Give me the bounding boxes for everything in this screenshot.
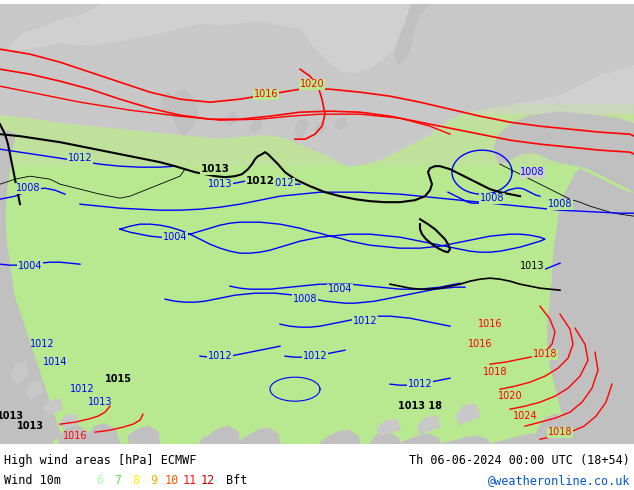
Text: 1024: 1024 — [513, 411, 537, 421]
Text: 1016: 1016 — [478, 319, 502, 329]
Text: 1013: 1013 — [200, 164, 230, 174]
Polygon shape — [240, 428, 280, 444]
Text: 1018: 1018 — [482, 367, 507, 377]
Polygon shape — [535, 414, 580, 444]
Text: 1012: 1012 — [302, 351, 327, 361]
Polygon shape — [170, 89, 198, 134]
Polygon shape — [335, 118, 346, 129]
Polygon shape — [60, 414, 78, 429]
Text: 1013: 1013 — [16, 421, 44, 431]
Polygon shape — [128, 426, 160, 444]
Text: 1012: 1012 — [68, 153, 93, 163]
Text: 1012: 1012 — [269, 178, 294, 188]
Polygon shape — [490, 434, 570, 444]
Text: 1004: 1004 — [18, 261, 42, 271]
Text: 7: 7 — [115, 473, 122, 487]
Text: 11: 11 — [183, 473, 197, 487]
Text: High wind areas [hPa] ECMWF: High wind areas [hPa] ECMWF — [4, 454, 197, 467]
Bar — [0, 104, 634, 164]
Text: 1016: 1016 — [63, 431, 87, 441]
Text: 9: 9 — [150, 473, 158, 487]
Polygon shape — [25, 382, 42, 399]
Text: 1012: 1012 — [353, 316, 377, 326]
Text: 1008: 1008 — [16, 183, 40, 193]
Text: 1013 18: 1013 18 — [398, 401, 442, 411]
Text: 1016: 1016 — [468, 339, 492, 349]
Text: Wind 10m: Wind 10m — [4, 473, 61, 487]
Text: 1020: 1020 — [300, 79, 325, 89]
Polygon shape — [0, 4, 100, 64]
Text: 1020: 1020 — [498, 391, 522, 401]
Polygon shape — [58, 426, 90, 444]
Polygon shape — [88, 424, 120, 444]
Polygon shape — [44, 399, 62, 414]
Text: 1018: 1018 — [533, 349, 557, 359]
Polygon shape — [400, 434, 440, 444]
Polygon shape — [370, 432, 400, 444]
Text: 1013: 1013 — [208, 179, 232, 189]
Polygon shape — [495, 112, 634, 192]
Text: 1004: 1004 — [328, 284, 353, 294]
Text: Bft: Bft — [226, 473, 247, 487]
Polygon shape — [200, 426, 240, 444]
Text: 1008: 1008 — [520, 167, 545, 177]
Polygon shape — [225, 112, 238, 126]
Text: 1012: 1012 — [208, 351, 232, 361]
Polygon shape — [440, 436, 490, 444]
Text: 1013: 1013 — [520, 261, 544, 271]
Text: Th 06-06-2024 00:00 UTC (18+54): Th 06-06-2024 00:00 UTC (18+54) — [409, 454, 630, 467]
Text: 1012: 1012 — [30, 339, 55, 349]
Text: @weatheronline.co.uk: @weatheronline.co.uk — [488, 473, 630, 487]
Text: 6: 6 — [96, 473, 103, 487]
Polygon shape — [315, 122, 326, 134]
Polygon shape — [548, 169, 634, 444]
Polygon shape — [418, 416, 440, 434]
Bar — [0, 114, 634, 444]
Polygon shape — [0, 128, 60, 444]
Bar — [0, 4, 634, 134]
Polygon shape — [295, 119, 308, 139]
Text: 1012: 1012 — [70, 384, 94, 394]
Polygon shape — [162, 92, 175, 116]
Text: 10: 10 — [165, 473, 179, 487]
Text: 1004: 1004 — [163, 232, 187, 242]
Polygon shape — [0, 4, 634, 166]
Text: 1016: 1016 — [254, 89, 278, 99]
Polygon shape — [395, 4, 430, 64]
Polygon shape — [250, 119, 262, 132]
Text: 12: 12 — [201, 473, 215, 487]
Text: 8: 8 — [133, 473, 139, 487]
Text: 1008: 1008 — [548, 199, 573, 209]
Polygon shape — [12, 362, 28, 384]
Text: 1013: 1013 — [87, 397, 112, 407]
Text: 1014: 1014 — [42, 357, 67, 367]
Text: 1012: 1012 — [408, 379, 432, 389]
Polygon shape — [377, 419, 400, 436]
Text: 1015: 1015 — [105, 374, 131, 384]
Polygon shape — [580, 394, 634, 444]
Text: 1018: 1018 — [548, 427, 573, 437]
Polygon shape — [320, 430, 360, 444]
Text: 1008: 1008 — [293, 294, 317, 304]
Text: 1008: 1008 — [480, 193, 504, 203]
Polygon shape — [456, 404, 480, 424]
Text: 1012: 1012 — [245, 176, 275, 186]
Text: 1013: 1013 — [0, 411, 23, 421]
